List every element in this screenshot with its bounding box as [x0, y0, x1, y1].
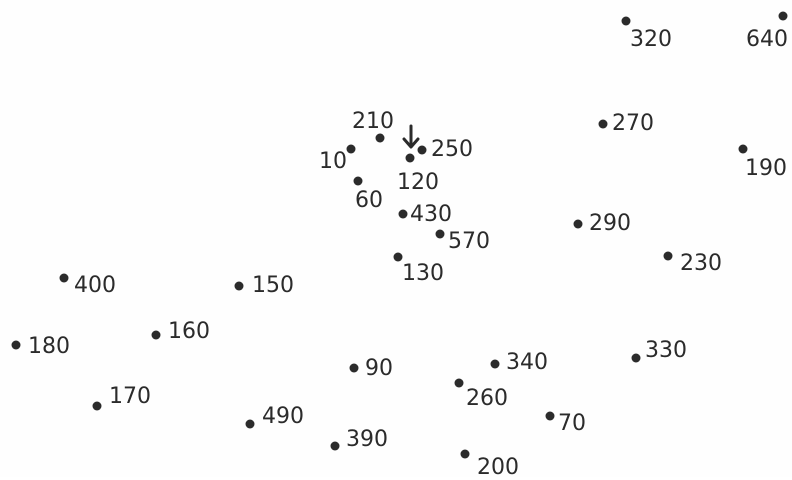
puzzle-dot	[59, 273, 69, 283]
dot-number-label: 90	[365, 356, 393, 381]
puzzle-dot	[778, 11, 788, 21]
dot-number-label: 320	[630, 27, 672, 52]
puzzle-dot	[349, 363, 359, 373]
down-arrow-icon	[402, 124, 420, 149]
dot-number-label: 120	[397, 170, 439, 195]
puzzle-dot	[738, 144, 748, 154]
puzzle-dot	[346, 144, 356, 154]
dot-number-label: 430	[410, 202, 452, 227]
puzzle-dot	[92, 401, 102, 411]
dot-number-label: 330	[645, 338, 687, 363]
puzzle-dot	[460, 449, 470, 459]
dot-number-label: 170	[109, 384, 151, 409]
dot-number-label: 230	[680, 251, 722, 276]
dot-number-label: 130	[402, 261, 444, 286]
puzzle-dot	[11, 340, 21, 350]
puzzle-dot	[621, 16, 631, 26]
dot-number-label: 210	[352, 109, 394, 134]
puzzle-dot	[545, 411, 555, 421]
dot-number-label: 250	[431, 137, 473, 162]
dot-number-label: 490	[262, 404, 304, 429]
puzzle-dot	[330, 441, 340, 451]
dot-number-label: 10	[319, 149, 347, 174]
puzzle-dot	[405, 153, 415, 163]
dot-number-label: 190	[745, 156, 787, 181]
puzzle-dot	[435, 229, 445, 239]
dot-number-label: 340	[506, 350, 548, 375]
dot-number-label: 70	[558, 411, 586, 436]
puzzle-dot	[573, 219, 583, 229]
puzzle-dot	[631, 353, 641, 363]
puzzle-dot	[151, 330, 161, 340]
dot-number-label: 160	[168, 319, 210, 344]
dot-number-label: 150	[252, 273, 294, 298]
dot-number-label: 260	[466, 386, 508, 411]
puzzle-dot	[353, 176, 363, 186]
dot-number-label: 200	[477, 455, 519, 480]
dot-number-label: 270	[612, 111, 654, 136]
puzzle-dot	[417, 145, 427, 155]
dot-number-label: 290	[589, 211, 631, 236]
puzzle-dot	[663, 251, 673, 261]
puzzle-dot	[454, 378, 464, 388]
puzzle-dot	[234, 281, 244, 291]
puzzle-dot	[245, 419, 255, 429]
puzzle-dot	[393, 252, 403, 262]
dot-number-label: 400	[74, 273, 116, 298]
puzzle-dot	[398, 209, 408, 219]
dot-number-label: 640	[746, 27, 788, 52]
dot-number-label: 180	[28, 334, 70, 359]
dot-number-label: 60	[355, 188, 383, 213]
dot-number-label: 570	[448, 229, 490, 254]
puzzle-dot	[598, 119, 608, 129]
puzzle-dot	[490, 359, 500, 369]
dot-number-label: 390	[346, 427, 388, 452]
puzzle-dot	[375, 133, 385, 143]
